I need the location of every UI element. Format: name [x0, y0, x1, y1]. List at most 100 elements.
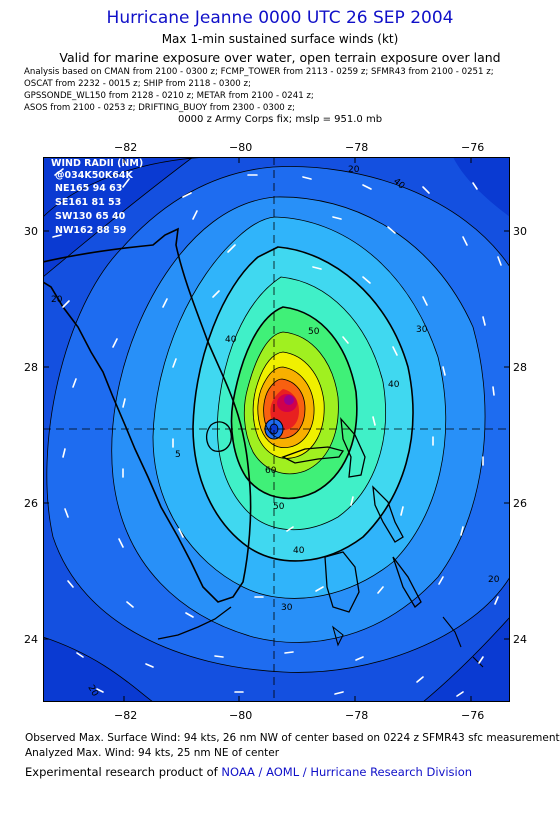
wind-vector [286, 526, 294, 532]
wind-vector [422, 296, 428, 306]
chart-subtitle: Max 1-min sustained surface winds (kt) [161, 32, 399, 46]
lat-tick-right: 26 [513, 497, 527, 510]
contour-label: 40 [388, 380, 400, 390]
observed-max-wind: Observed Max. Surface Wind: 94 kts, 26 n… [25, 732, 560, 744]
contour-line [263, 378, 306, 439]
wind-band-outer-se [423, 617, 510, 702]
wind-vector [497, 256, 502, 266]
analysis-line: OSCAT from 2232 - 0015 z; SHIP from 2118… [24, 79, 251, 89]
contour-line [422, 616, 510, 702]
analysis-line: GPSSONDE_WL150 from 2128 - 0210 z; METAR… [24, 91, 314, 101]
wind-vector [482, 316, 486, 326]
wind-radii-row: SW130 65 40 [55, 211, 126, 222]
wind-vector [416, 676, 424, 683]
lat-tick-left: 26 [24, 497, 38, 510]
contour-label: 20 [488, 575, 500, 585]
contour-line [217, 276, 386, 531]
credit-prefix: Experimental research product of [25, 765, 222, 779]
bahamas-exuma [392, 556, 422, 608]
bahamas-islands-east [332, 616, 484, 668]
wind-vector [355, 656, 364, 661]
contour-line [252, 351, 325, 459]
contour-line [152, 216, 447, 599]
contour-label: 30 [416, 325, 428, 335]
lon-tick-bottom: −76 [461, 709, 485, 722]
wind-vector [76, 652, 84, 658]
wind-vector [334, 691, 344, 695]
wind-vector [64, 508, 69, 518]
wind-vector [456, 691, 464, 697]
credit-line: Experimental research product of NOAA / … [25, 765, 472, 779]
wind-radii-box: WIND RADII (NM) @034K50K64K NE165 94 63 … [51, 158, 143, 236]
lon-tick-top: −76 [461, 141, 485, 154]
wind-vector [162, 298, 168, 308]
chart-title: Hurricane Jeanne 0000 UTC 26 SEP 2004 [106, 8, 454, 28]
wind-band-outer-ne [453, 157, 510, 217]
wind-vector [302, 176, 312, 180]
wind-contours [43, 157, 510, 702]
wind-vector [460, 526, 464, 536]
contour-label: 40 [225, 335, 237, 345]
lon-tick-top: −78 [345, 141, 369, 154]
wind-vector [362, 184, 372, 190]
wind-vector [315, 586, 324, 592]
wind-vector [212, 290, 220, 298]
wind-vector [462, 236, 468, 246]
wind-band-outer-nw [43, 157, 193, 277]
wind-vector [478, 656, 484, 664]
contour-line [43, 636, 154, 702]
lat-tick-right: 30 [513, 225, 527, 238]
contour-line [230, 306, 358, 500]
validity-note: Valid for marine exposure over water, op… [59, 50, 501, 65]
wind-vector [96, 688, 104, 693]
wind-vector [342, 336, 349, 344]
lat-tick-right: 28 [513, 361, 527, 374]
florida-coastline [43, 227, 252, 603]
contour-line [192, 246, 414, 562]
wind-vector [122, 398, 126, 408]
wind-radii-row: NE165 94 63 [55, 183, 122, 194]
analysis-line: Analysis based on CMAN from 2100 - 0300 … [24, 67, 494, 77]
contour-label: 40 [293, 546, 305, 556]
wind-vector [192, 210, 198, 220]
wind-vector [438, 576, 444, 585]
contour-line [272, 166, 510, 268]
map-border [43, 157, 510, 702]
wind-vector [284, 651, 294, 654]
lat-tick-left: 30 [24, 225, 38, 238]
wind-vector [52, 234, 62, 238]
florida-keys [157, 606, 232, 640]
wind-vector [145, 663, 154, 668]
lon-tick-bottom: −80 [229, 709, 253, 722]
wind-vector [387, 226, 396, 234]
contour-label: 20 [348, 165, 360, 175]
wind-vector [185, 612, 194, 618]
wind-vector [122, 178, 130, 188]
wind-vector [332, 216, 342, 220]
bahamas-eleuthera [372, 485, 404, 543]
lat-tick-right: 24 [513, 633, 527, 646]
wind-vector [62, 300, 70, 308]
bahamas-abaco [340, 417, 366, 478]
wind-vector [126, 601, 134, 608]
wind-vector [182, 192, 192, 198]
lon-tick-top: −80 [229, 141, 253, 154]
hrd-link[interactable]: NOAA / AOML / Hurricane Research Divisio… [221, 765, 473, 779]
lon-tick-top: −82 [114, 141, 138, 154]
center-fix-note: 0000 z Army Corps fix; mslp = 951.0 mb [177, 114, 383, 125]
contour-line [46, 166, 510, 673]
contour-label: 50 [273, 502, 285, 512]
wind-vector [400, 506, 404, 516]
wind-vector [54, 168, 64, 176]
wind-vector [442, 366, 446, 376]
wind-vector [472, 182, 478, 190]
wind-vector [72, 378, 77, 388]
wind-radii-row: NW162 88 59 [55, 225, 126, 236]
wind-vector [377, 586, 384, 594]
wind-vector [67, 580, 74, 588]
bahamas-grand-bahama [281, 446, 345, 464]
wind-band-outer-sw [43, 637, 153, 702]
wind-field-map: 20 40 20 30 40 50 40 5 50 40 30 20 20 60… [43, 157, 510, 702]
contour-line [43, 157, 253, 218]
contour-label: 5 [175, 450, 181, 460]
